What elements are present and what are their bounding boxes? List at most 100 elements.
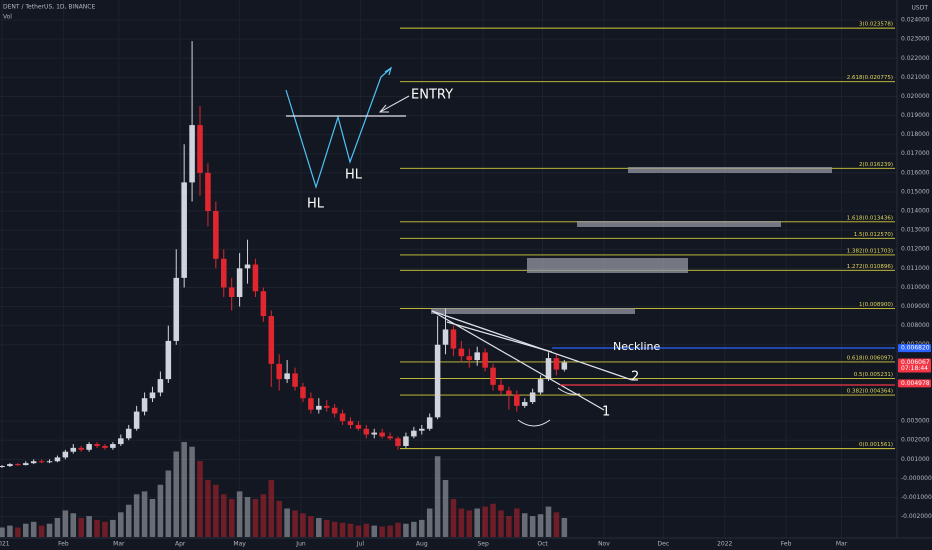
candle-body xyxy=(276,363,282,380)
volume-bar xyxy=(213,484,219,537)
volume-bar xyxy=(482,506,488,537)
x-tick-label: Feb xyxy=(781,541,792,548)
base-curve xyxy=(557,387,581,395)
x-tick-label: Aug xyxy=(416,541,428,548)
y-tick-label: 0.022000 xyxy=(901,55,930,62)
candle-body xyxy=(347,421,354,425)
candle-body xyxy=(102,445,108,448)
volume-bar xyxy=(363,523,370,537)
candle-body xyxy=(62,451,69,458)
candle-body xyxy=(94,444,100,446)
volume-bar xyxy=(78,518,84,537)
candle-body xyxy=(355,424,362,429)
y-tick-label: 0.018000 xyxy=(901,131,930,138)
volume-bar xyxy=(86,516,92,537)
volume-bar xyxy=(331,521,338,537)
volume-bar xyxy=(54,518,61,537)
volume xyxy=(0,442,568,537)
candle-body xyxy=(490,367,496,385)
candle-body xyxy=(529,392,536,403)
candle-body xyxy=(70,447,77,452)
candle-body xyxy=(30,461,37,464)
volume-bar xyxy=(133,494,140,537)
candle-body xyxy=(331,407,338,414)
candle-body xyxy=(22,463,29,466)
candle-body xyxy=(54,457,61,462)
volume-bar xyxy=(458,508,465,537)
candle-body xyxy=(537,379,544,393)
volume-bar xyxy=(442,480,449,537)
candle-body xyxy=(545,358,552,380)
volume-bar xyxy=(284,508,290,537)
candle-body xyxy=(78,447,84,450)
y-tick-label: 0.023000 xyxy=(901,36,930,43)
volume-bar xyxy=(387,525,393,537)
trendline xyxy=(431,310,633,381)
candle-body xyxy=(466,356,473,361)
candle-body xyxy=(292,373,298,387)
fib-label: 0(0.001561) xyxy=(859,442,893,448)
candle-body xyxy=(15,464,21,466)
countdown: 07:18:44 xyxy=(901,365,928,372)
y-tick-label: 0.013000 xyxy=(901,227,930,234)
y-tick-label: 0.024000 xyxy=(901,17,930,24)
candle-body xyxy=(157,379,164,393)
volume-bar xyxy=(308,516,314,537)
price-tag-label: 0.006820 xyxy=(901,345,930,352)
volume-bar xyxy=(426,508,433,537)
y-tick-label: 0.016000 xyxy=(901,169,930,176)
volume-bar xyxy=(70,513,77,537)
volume-bar xyxy=(252,499,259,537)
x-tick-label: 2021 xyxy=(0,541,10,548)
x-tick-label: Apr xyxy=(175,541,186,548)
candle-body xyxy=(482,352,488,368)
x-tick-label: 2022 xyxy=(717,541,732,548)
x-tick-label: Mar xyxy=(113,541,125,548)
y-tick-label: 0.012000 xyxy=(901,246,930,253)
candle-body xyxy=(228,287,235,297)
arrow-head xyxy=(378,104,389,113)
volume-bar xyxy=(118,512,124,537)
candle-body xyxy=(323,405,330,408)
volume-bar xyxy=(268,480,275,537)
candle-body xyxy=(220,258,227,288)
volume-bar xyxy=(418,519,425,537)
price-tag xyxy=(898,358,931,373)
target-zone xyxy=(527,258,688,273)
candles xyxy=(0,41,568,468)
y-tick-label: 0.010000 xyxy=(901,284,930,291)
volume-bar xyxy=(498,510,504,537)
candle-body xyxy=(38,461,45,463)
volume-bar xyxy=(0,527,5,537)
arrow-head xyxy=(384,66,393,76)
volume-bar xyxy=(537,514,544,537)
candle-body xyxy=(521,402,528,406)
candle-body xyxy=(260,291,267,317)
annotation: HL xyxy=(345,168,363,183)
fib-label: 0.382(0.004364) xyxy=(847,389,893,395)
x-tick-label: Feb xyxy=(58,541,69,548)
y-tick-label: 0.002000 xyxy=(901,437,930,444)
volume-bar xyxy=(7,525,13,537)
candle-body xyxy=(197,125,203,173)
candle-body xyxy=(308,398,314,410)
y-tick-label: 0.008000 xyxy=(901,322,930,329)
x-tick-label: Sep xyxy=(477,541,489,548)
candle-body xyxy=(0,466,5,468)
volume-bar xyxy=(403,523,409,537)
volume-bar xyxy=(490,503,496,537)
candle-body xyxy=(561,362,568,370)
candle-body xyxy=(205,172,211,212)
volume-bar xyxy=(466,510,473,537)
fib-label: 1.272(0.010896) xyxy=(847,264,893,270)
x-tick-label: Dec xyxy=(658,541,670,548)
candle-body xyxy=(339,413,346,422)
annotation: HL xyxy=(307,197,325,212)
candle-body xyxy=(284,373,290,380)
volume-bar xyxy=(371,525,378,537)
volume-bar xyxy=(553,512,560,537)
annotation: 2 xyxy=(631,370,639,385)
volume-bar xyxy=(181,442,187,537)
y-tick-label: 0.014000 xyxy=(901,208,930,215)
